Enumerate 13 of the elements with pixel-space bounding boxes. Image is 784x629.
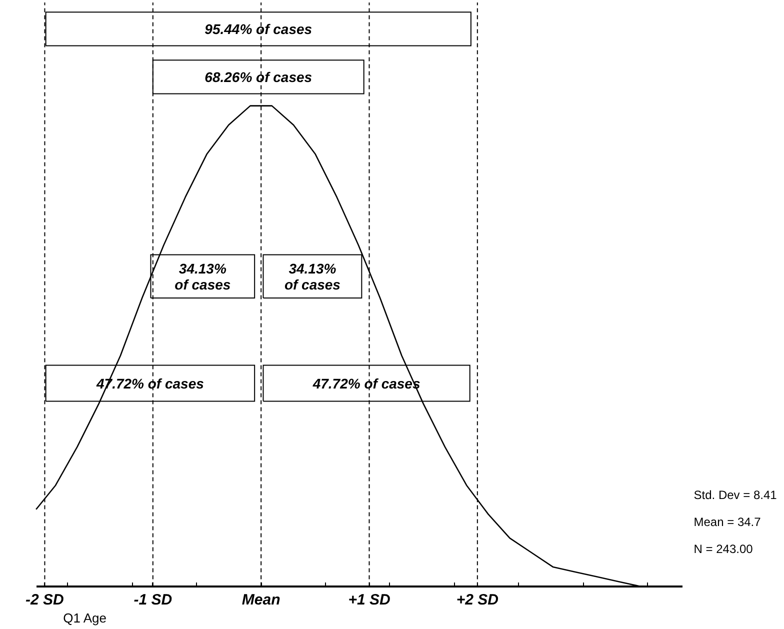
text: N = 243.00 bbox=[694, 542, 754, 556]
annotation: 34.13% of cases bbox=[284, 260, 341, 292]
x-tick-label: +2 SD bbox=[456, 591, 499, 608]
text: Std. Dev = 8.41 bbox=[694, 488, 778, 502]
x-tick-label: Mean bbox=[242, 591, 280, 608]
text: Mean = 34.7 bbox=[694, 514, 762, 529]
x-axis-title: Q1 Age bbox=[63, 610, 106, 626]
text: 95.44% of cases bbox=[204, 20, 312, 37]
text: 68.26% of cases bbox=[204, 68, 312, 85]
annotation: 34.13% of cases bbox=[174, 260, 231, 292]
x-tick-label: -1 SD bbox=[134, 591, 172, 608]
x-tick-label: +1 SD bbox=[348, 591, 390, 608]
x-tick-label: -2 SD bbox=[26, 591, 64, 608]
